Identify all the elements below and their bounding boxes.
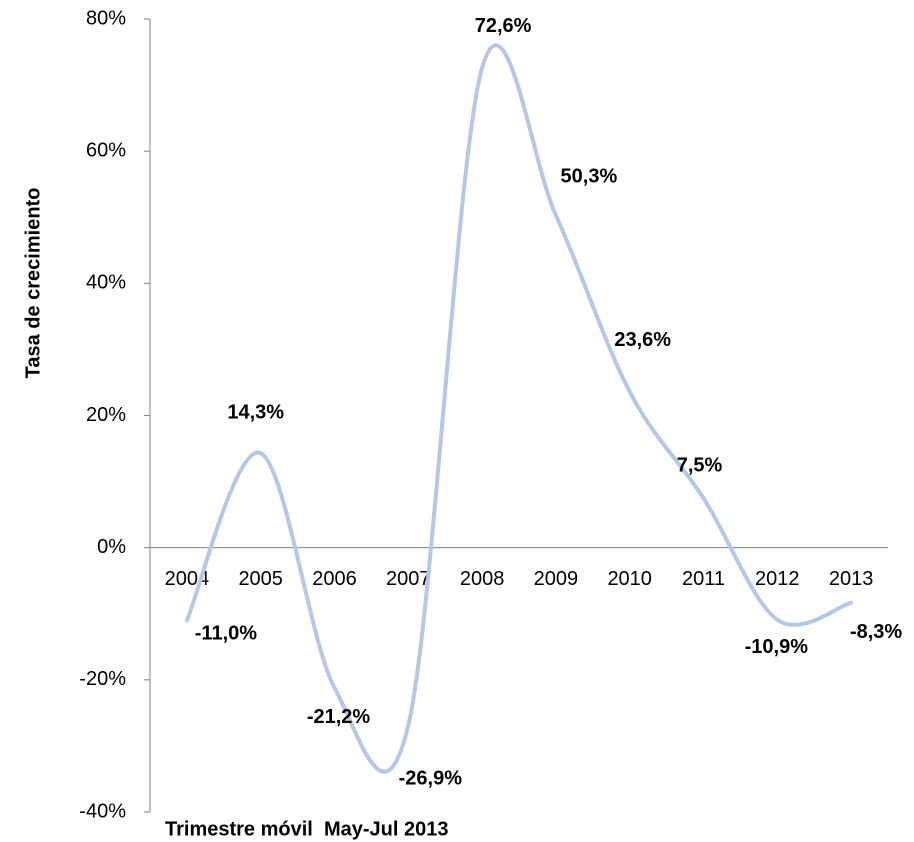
data-label: 50,3% [561, 166, 618, 188]
x-tick-label: 2007 [386, 568, 431, 590]
data-label: -26,9% [399, 768, 463, 790]
data-label: 7,5% [677, 454, 723, 476]
x-tick-label: 2008 [460, 568, 505, 590]
data-label: 72,6% [475, 15, 532, 37]
data-label: -21,2% [307, 706, 371, 728]
x-tick-label: 2009 [534, 568, 579, 590]
y-tick-label: 60% [86, 139, 126, 161]
x-axis-label: Trimestre móvil May-Jul 2013 [165, 818, 448, 840]
y-tick-label: 40% [86, 272, 126, 294]
data-label: 14,3% [227, 401, 284, 423]
x-tick-label: 2006 [312, 568, 357, 590]
data-label: 23,6% [614, 329, 671, 351]
y-tick-label: 80% [86, 7, 126, 29]
y-axis-label: Tasa de crecimiento [22, 188, 44, 379]
x-tick-label: 2010 [607, 568, 652, 590]
line [184, 43, 854, 774]
x-tick-label: 2012 [755, 568, 800, 590]
y-tick-label: -40% [79, 800, 126, 822]
data-label: -8,3% [850, 621, 902, 643]
y-tick-label: -20% [79, 668, 126, 690]
y-tick-label: 0% [97, 536, 126, 558]
data-label: -10,9% [745, 636, 809, 658]
x-tick-label: 2011 [682, 568, 725, 590]
y-tick-label: 20% [86, 404, 126, 426]
x-tick-label: 2013 [829, 568, 874, 590]
x-tick-label: 2005 [238, 568, 283, 590]
data-label: -11,0% [195, 623, 257, 645]
